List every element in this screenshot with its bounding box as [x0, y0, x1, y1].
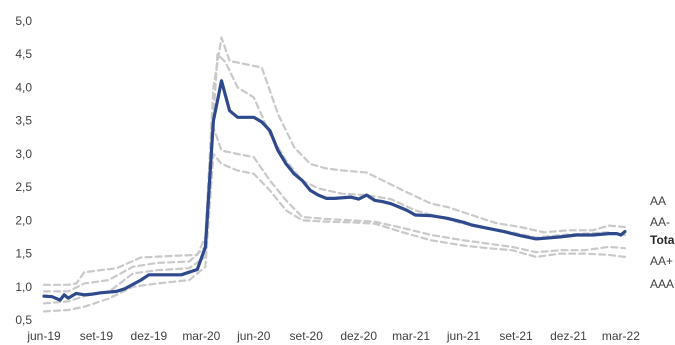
series-label: AA+ — [650, 254, 673, 268]
series-line-aa-plus — [42, 126, 626, 305]
series-label: Total — [650, 233, 675, 247]
x-tick-label: set-20 — [290, 329, 324, 343]
x-tick-label: set-21 — [499, 329, 533, 343]
y-tick-label: 5,0 — [15, 14, 32, 28]
y-tick-label: 1,0 — [15, 280, 32, 294]
y-tick-label: 3,5 — [15, 114, 32, 128]
x-tick-label: set-19 — [80, 329, 114, 343]
x-tick-label: dez-21 — [550, 329, 587, 343]
y-tick-label: 0,5 — [15, 313, 32, 327]
x-tick-label: mar-22 — [602, 329, 640, 343]
x-axis-tick-labels: jun-19 set-19 dez-19 mar-20 jun-20 set-20 dez-… — [26, 329, 640, 343]
series-line-aa — [42, 36, 626, 286]
series-label: AA- — [650, 215, 670, 229]
y-tick-label: 4,5 — [15, 47, 32, 61]
y-tick-label: 2,5 — [15, 180, 32, 194]
series-label: AAA — [650, 277, 674, 291]
y-tick-label: 3,0 — [15, 147, 32, 161]
x-tick-label: jun-19 — [26, 329, 61, 343]
x-tick-label: dez-20 — [340, 329, 377, 343]
series-label: AA — [650, 194, 666, 208]
x-tick-label: jun-21 — [446, 329, 481, 343]
y-tick-label: 2,0 — [15, 213, 32, 227]
series-line-total — [42, 79, 627, 302]
y-axis-tick-labels: 5,0 4,5 4,0 3,5 3,0 2,5 2,0 1,5 1,0 0,5 — [15, 14, 32, 327]
x-tick-label: dez-19 — [131, 329, 168, 343]
x-tick-label: mar-21 — [392, 329, 430, 343]
series-line-aaa — [42, 152, 626, 313]
series-lines — [42, 36, 627, 313]
series-line-aa-minus — [42, 53, 626, 293]
x-tick-label: mar-20 — [182, 329, 220, 343]
x-tick-label: jun-20 — [236, 329, 271, 343]
y-tick-label: 4,0 — [15, 80, 32, 94]
series-labels: AA AA- Total AA+ AAA — [650, 194, 675, 291]
y-tick-label: 1,5 — [15, 247, 32, 261]
